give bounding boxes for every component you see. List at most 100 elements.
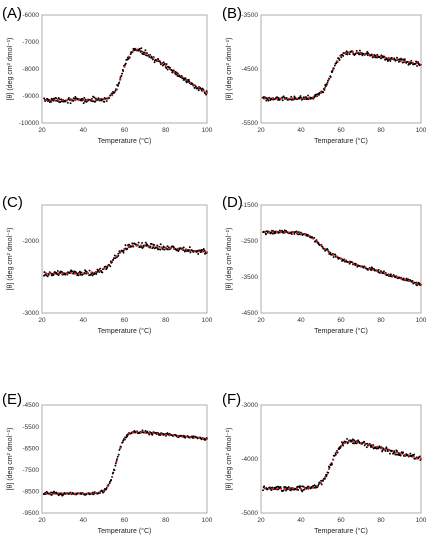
x-tick-label: 60	[121, 127, 129, 134]
data-point	[334, 253, 337, 256]
data-point	[184, 77, 187, 80]
data-point	[192, 437, 195, 439]
fit-point	[139, 244, 143, 247]
fit-point	[391, 275, 395, 278]
data-point	[293, 232, 296, 235]
fit-point	[367, 267, 371, 270]
fit-point	[335, 450, 339, 453]
data-point	[322, 91, 325, 94]
data-point	[82, 102, 85, 105]
data-point	[188, 80, 191, 83]
fit-point	[375, 54, 379, 57]
fit-point	[419, 283, 423, 286]
fit-point	[363, 443, 367, 446]
data-point	[163, 246, 165, 249]
data-point	[342, 444, 345, 447]
data-point	[110, 478, 113, 481]
fit-point	[275, 487, 279, 490]
data-point	[326, 81, 329, 84]
data-point	[187, 78, 190, 81]
data-point	[416, 284, 418, 287]
y-tick-label: -6500	[22, 445, 39, 452]
fit-point	[283, 231, 287, 234]
fit-point	[53, 99, 56, 102]
fit-point	[123, 65, 126, 68]
data-point	[348, 53, 351, 56]
data-point	[103, 100, 106, 103]
fit-point	[391, 450, 395, 453]
fit-point	[335, 60, 339, 63]
fit-point	[65, 492, 68, 495]
fit-point	[399, 59, 403, 62]
fit-point	[73, 492, 77, 495]
data-point	[88, 269, 91, 272]
fit-point	[383, 448, 387, 451]
data-point	[122, 249, 125, 252]
x-tick-label: 60	[337, 517, 345, 524]
data-point	[121, 72, 124, 75]
data-point	[290, 95, 293, 98]
fit-point	[343, 442, 347, 445]
fit-point	[271, 487, 275, 490]
data-point	[101, 491, 104, 494]
data-point	[114, 464, 117, 467]
data-point	[43, 271, 46, 274]
fit-point	[177, 73, 180, 76]
data-point	[93, 96, 96, 99]
data-point	[324, 477, 326, 480]
fit-point	[181, 248, 184, 251]
fit-point	[387, 273, 391, 277]
data-point	[325, 473, 328, 476]
x-tick-label: 40	[80, 127, 88, 134]
fit-point	[197, 86, 200, 89]
data-point	[303, 96, 305, 99]
y-tick-label: -5500	[241, 120, 258, 127]
x-tick-label: 80	[377, 517, 385, 524]
fit-point	[323, 476, 327, 479]
fit-point	[193, 436, 196, 439]
data-point	[278, 229, 281, 232]
x-tick-label: 100	[202, 317, 213, 324]
fit-point	[98, 270, 101, 273]
fit-point	[57, 492, 60, 495]
fit-point	[61, 492, 64, 495]
fit-point	[371, 268, 375, 271]
fit-point	[335, 255, 339, 258]
y-tick-label: -9000	[22, 93, 39, 100]
fit-point	[323, 247, 327, 251]
fit-point	[339, 444, 343, 447]
y-tick-label: -8500	[22, 489, 39, 496]
fit-point	[319, 91, 323, 94]
fit-point	[355, 263, 359, 266]
data-point	[285, 97, 288, 99]
fit-point	[181, 75, 184, 78]
fit-point	[131, 431, 134, 434]
data-point	[411, 454, 414, 457]
data-point	[91, 274, 94, 277]
fit-point	[148, 54, 151, 57]
data-point	[269, 99, 272, 102]
y-tick-label: -4000	[241, 456, 258, 463]
data-point	[57, 97, 60, 99]
fit-point	[160, 246, 163, 249]
data-point	[366, 50, 369, 53]
fit-point	[69, 272, 72, 275]
fit-point	[387, 449, 391, 452]
data-point	[383, 270, 385, 273]
y-tick-label: -4500	[241, 66, 258, 73]
data-point	[59, 271, 62, 274]
fit-point	[371, 444, 375, 447]
fit-point	[164, 246, 167, 249]
data-point	[331, 463, 333, 466]
data-point	[77, 274, 80, 277]
panel-letter: (B)	[222, 5, 242, 22]
data-point	[126, 435, 129, 438]
data-point	[282, 489, 285, 492]
data-point	[281, 229, 284, 232]
fit-point	[144, 52, 147, 55]
fit-point	[78, 492, 81, 495]
fit-point	[57, 272, 60, 275]
